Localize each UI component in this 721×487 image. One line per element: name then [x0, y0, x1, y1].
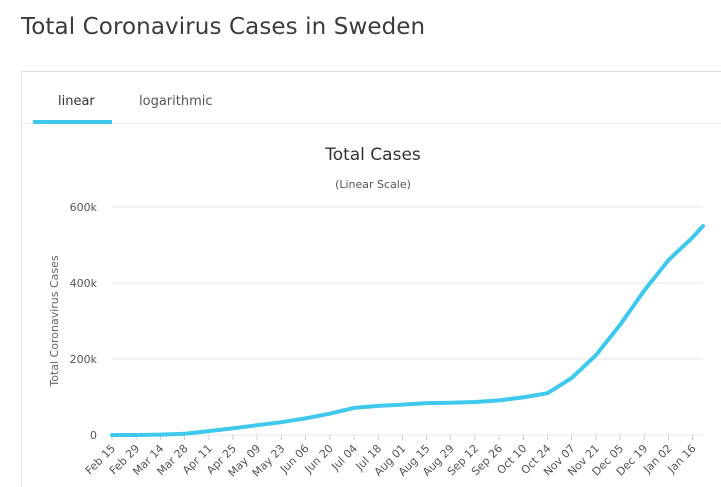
y-tick-label: 200k — [70, 353, 98, 366]
chart-card: linear logarithmic — [21, 71, 721, 487]
chart-subtitle: (Linear Scale) — [335, 178, 411, 191]
y-gridlines — [112, 206, 703, 436]
x-tick-label: Jul 04 — [328, 442, 360, 474]
tab-logarithmic[interactable]: logarithmic — [139, 94, 213, 109]
y-tick-label: 400k — [70, 277, 98, 290]
chart-title: Total Cases — [324, 145, 421, 165]
tab-linear[interactable]: linear — [58, 94, 95, 109]
page-title: Total Coronavirus Cases in Sweden — [21, 14, 426, 40]
series-line — [110, 224, 705, 437]
y-tick-labels: 0 200k 400k 600k — [70, 201, 98, 442]
y-tick-label: 0 — [90, 429, 97, 442]
active-tab-indicator — [33, 120, 112, 124]
scale-tabs: linear logarithmic — [22, 72, 721, 124]
y-tick-label: 600k — [70, 201, 98, 214]
y-axis-label: Total Coronavirus Cases — [48, 255, 61, 388]
